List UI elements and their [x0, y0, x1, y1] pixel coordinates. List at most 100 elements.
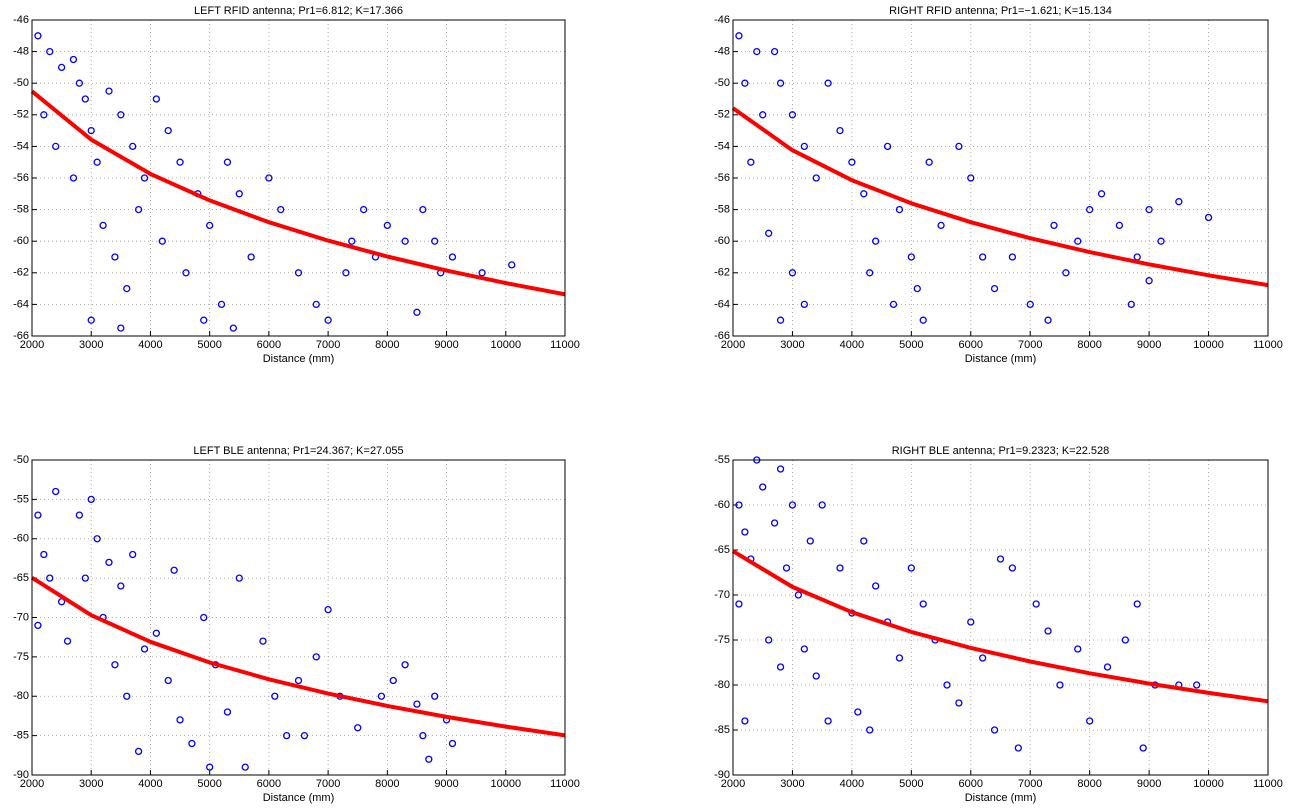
- data-point: [40, 111, 48, 119]
- y-tick-label: -90: [714, 769, 730, 781]
- data-point: [907, 253, 915, 261]
- plot-area: [32, 460, 565, 775]
- data-point: [46, 574, 54, 582]
- data-point: [1115, 221, 1124, 230]
- data-point: [919, 316, 927, 324]
- x-tick-label: 6000: [257, 339, 281, 351]
- x-tick-label: 6000: [257, 778, 281, 790]
- x-tick-label: 2000: [20, 778, 44, 790]
- data-point: [967, 618, 975, 626]
- x-axis-label: Distance (mm): [965, 353, 1037, 365]
- x-tick-label: 10000: [490, 339, 521, 351]
- data-point: [235, 574, 243, 582]
- data-point: [883, 142, 892, 151]
- data-point: [93, 158, 101, 166]
- data-point: [996, 555, 1005, 563]
- data-point: [342, 269, 350, 277]
- data-point: [735, 32, 743, 40]
- data-point: [152, 95, 161, 103]
- axes-box: [732, 19, 1269, 337]
- data-point: [836, 564, 844, 572]
- data-point: [271, 692, 279, 700]
- data-point: [348, 237, 356, 245]
- data-point: [134, 205, 143, 214]
- data-point: [117, 582, 125, 590]
- y-tick-label: -80: [714, 679, 730, 691]
- data-point: [782, 564, 791, 572]
- data-point: [164, 676, 172, 685]
- data-point: [81, 95, 89, 103]
- x-axis-label: Distance (mm): [263, 353, 335, 365]
- data-point: [955, 142, 963, 151]
- data-point: [937, 221, 945, 230]
- data-point: [354, 724, 362, 732]
- data-point: [735, 600, 743, 608]
- data-point: [1074, 645, 1082, 653]
- data-point: [176, 716, 184, 724]
- data-point: [294, 269, 303, 277]
- data-point: [800, 142, 808, 151]
- chart-title: RIGHT RFID antenna; Pr1=−1.621; K=15.134: [889, 5, 1112, 17]
- data-point: [1044, 316, 1052, 324]
- data-point: [812, 672, 820, 680]
- fit-curve: [731, 106, 1269, 288]
- data-point: [200, 316, 208, 324]
- data-point: [1050, 221, 1058, 230]
- data-point: [69, 174, 78, 182]
- axes-box: [31, 459, 566, 776]
- data-point: [419, 731, 427, 740]
- x-tick-label: 3000: [780, 778, 804, 790]
- data-point: [34, 511, 42, 519]
- data-point: [741, 528, 749, 536]
- data-point: [1062, 269, 1070, 277]
- data-point: [836, 126, 844, 135]
- data-point: [759, 111, 767, 119]
- x-tick-label: 11000: [1253, 339, 1283, 351]
- y-tick-label: -52: [13, 109, 29, 121]
- plot-area: [733, 20, 1268, 336]
- data-point: [383, 221, 391, 230]
- data-point: [123, 284, 131, 293]
- y-tick-label: -55: [13, 493, 29, 505]
- y-tick-label: -64: [13, 298, 29, 310]
- data-point: [69, 55, 78, 64]
- data-point: [140, 174, 149, 182]
- x-axis-label: Distance (mm): [965, 792, 1037, 804]
- x-tick-label: 5000: [197, 778, 221, 790]
- data-point: [800, 300, 808, 309]
- data-point: [872, 237, 880, 245]
- data-point: [52, 487, 60, 496]
- data-point: [241, 763, 249, 771]
- data-point: [105, 558, 113, 567]
- y-tick-label: -70: [714, 589, 730, 601]
- data-point: [134, 747, 143, 756]
- y-tick-label: -54: [714, 140, 730, 152]
- x-tick-label: 2000: [721, 778, 745, 790]
- axes-box: [732, 459, 1269, 776]
- data-point: [848, 158, 856, 166]
- data-point: [164, 126, 172, 135]
- data-point: [401, 237, 409, 245]
- data-point: [377, 692, 386, 700]
- data-point: [967, 174, 975, 182]
- y-tick-label: -85: [714, 724, 730, 736]
- y-tick-label: -58: [714, 204, 730, 216]
- y-tick-label: -65: [714, 544, 730, 556]
- data-point: [812, 174, 820, 182]
- x-tick-label: 5000: [899, 339, 923, 351]
- data-point: [753, 47, 761, 56]
- y-tick-label: -60: [714, 499, 730, 511]
- data-point: [52, 142, 60, 151]
- data-point: [87, 126, 95, 135]
- y-tick-label: -58: [13, 204, 29, 216]
- data-point: [866, 269, 874, 277]
- data-point: [176, 158, 184, 166]
- x-tick-label: 11000: [1253, 778, 1283, 790]
- y-tick-label: -50: [714, 77, 730, 89]
- y-tick-label: -48: [13, 46, 29, 58]
- data-point: [1008, 253, 1017, 261]
- x-tick-label: 7000: [1018, 778, 1042, 790]
- y-tick-label: -65: [13, 572, 29, 584]
- data-point: [1097, 190, 1106, 198]
- data-point: [123, 692, 131, 700]
